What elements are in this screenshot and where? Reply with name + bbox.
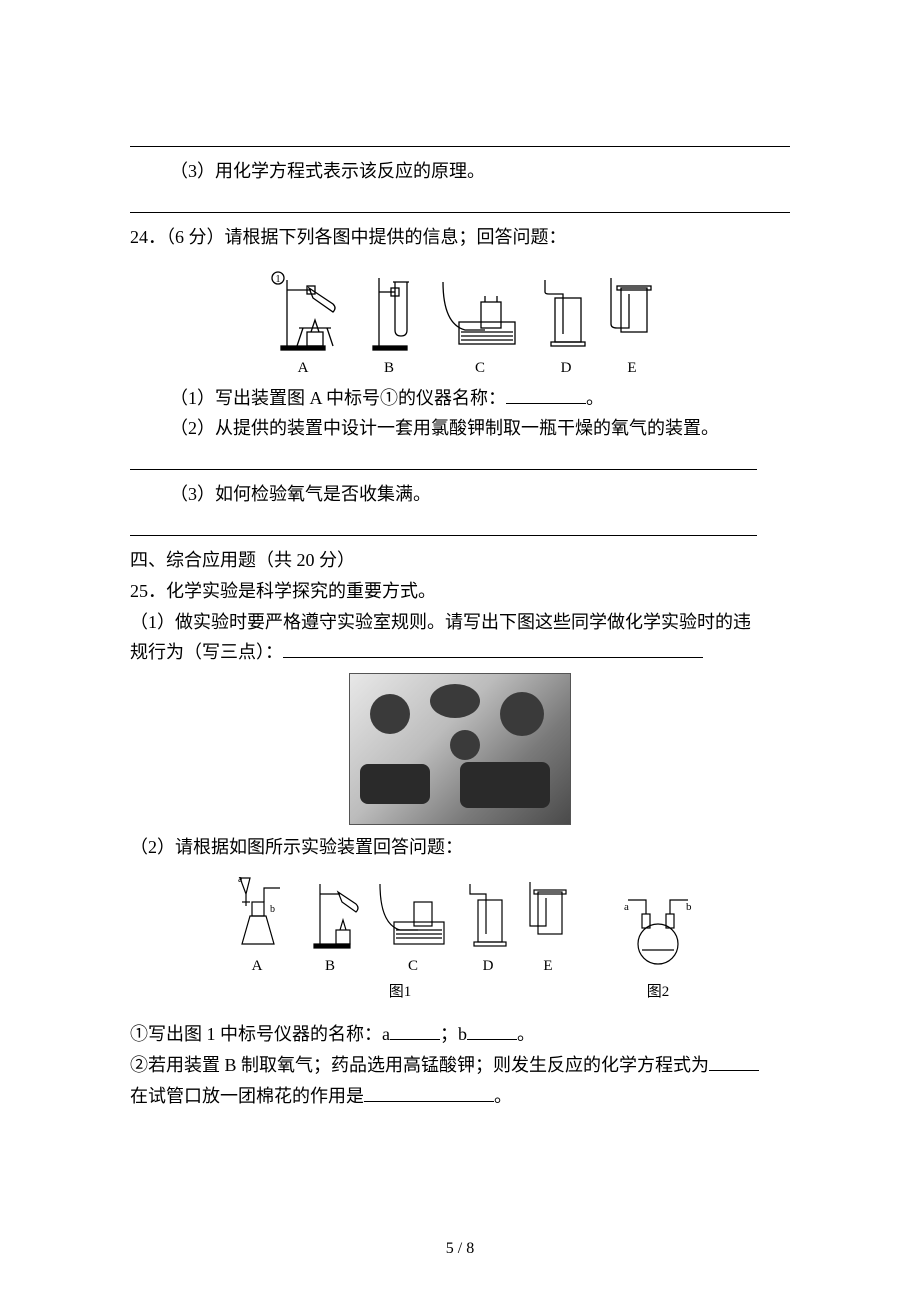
page-footer: 5 / 8 xyxy=(0,1236,920,1262)
fig1-c: C xyxy=(376,872,450,978)
apparatus-a-icon: 1 xyxy=(263,264,343,354)
q25-line1: ①写出图 1 中标号仪器的名称：a ；b 。 xyxy=(130,1020,790,1049)
blank-field[interactable] xyxy=(364,1083,494,1102)
blank-line xyxy=(130,124,790,147)
blank-field[interactable] xyxy=(283,639,703,658)
fig-e: E xyxy=(607,264,657,380)
apparatus-fig2-icon: a b xyxy=(618,888,698,978)
fig-b: B xyxy=(359,264,419,380)
fig-e-label: E xyxy=(627,356,636,380)
cartoon-image xyxy=(349,673,571,825)
blank-line xyxy=(130,513,757,536)
q24-figures: 1 A xyxy=(130,264,790,380)
svg-text:b: b xyxy=(270,904,275,915)
q25-line3: 在试管口放一团棉花的作用是 。 xyxy=(130,1082,790,1111)
apparatus-d-icon xyxy=(541,264,591,354)
q25-sub1b-text: 规行为（写三点）： xyxy=(130,642,283,662)
section4-title: 四、综合应用题（共 20 分） xyxy=(130,546,790,575)
fig-a: 1 A xyxy=(263,264,343,380)
fig2-group: a b 图2 xyxy=(618,888,698,1004)
q25-line1-post: 。 xyxy=(517,1024,535,1044)
fig-c-label: C xyxy=(475,356,485,380)
q25-line1-pre: ①写出图 1 中标号仪器的名称：a xyxy=(130,1024,390,1044)
q25-sub1b: 规行为（写三点）： xyxy=(130,638,790,667)
fig1-c-label: C xyxy=(408,954,418,978)
q25-line1-mid: ；b xyxy=(440,1024,467,1044)
fig-a-label: A xyxy=(298,356,309,380)
q25-line2: ②若用装置 B 制取氧气；药品选用高锰酸钾；则发生反应的化学方程式为 xyxy=(130,1051,790,1080)
fig1-b-label: B xyxy=(325,954,335,978)
fig1-e-label: E xyxy=(543,954,552,978)
q24-sub3: （3）如何检验氧气是否收集满。 xyxy=(130,480,790,509)
fig-d: D xyxy=(541,264,591,380)
q24-title: 24．（6 分）请根据下列各图中提供的信息；回答问题： xyxy=(130,223,790,252)
page: （3）用化学方程式表示该反应的原理。 24．（6 分）请根据下列各图中提供的信息… xyxy=(0,0,920,1302)
fig1-a: a b A xyxy=(230,872,284,978)
q25-line3-post: 。 xyxy=(494,1086,512,1106)
svg-text:a: a xyxy=(624,901,629,913)
apparatus-c-icon xyxy=(435,264,525,354)
fig-c: C xyxy=(435,264,525,380)
fig1-group: a b A xyxy=(222,872,578,1004)
fig1-e: E xyxy=(526,872,570,978)
fig1-title: 图1 xyxy=(389,980,412,1004)
q24-sub1-post: 。 xyxy=(586,388,604,408)
q25-title: 25．化学实验是科学探究的重要方式。 xyxy=(130,577,790,606)
apparatus-water-icon xyxy=(376,872,450,952)
blank-line xyxy=(130,447,757,470)
q25-sub2: （2）请根据如图所示实验装置回答问题： xyxy=(130,833,790,862)
fig-b-label: B xyxy=(384,356,394,380)
svg-text:a: a xyxy=(238,874,243,885)
fig1-d-label: D xyxy=(483,954,494,978)
q25-line2-pre: ②若用装置 B 制取氧气；药品选用高锰酸钾；则发生反应的化学方程式为 xyxy=(130,1055,709,1075)
q24-sub2: （2）从提供的装置中设计一套用氯酸钾制取一瓶干燥的氧气的装置。 xyxy=(130,414,790,443)
apparatus-heat-icon xyxy=(300,872,360,952)
q24-sub1-pre: （1）写出装置图 A 中标号①的仪器名称： xyxy=(170,388,506,408)
q24-sub1: （1）写出装置图 A 中标号①的仪器名称： 。 xyxy=(130,384,790,413)
fig-d-label: D xyxy=(561,356,572,380)
svg-text:1: 1 xyxy=(276,274,281,285)
apparatus-e-icon xyxy=(607,264,657,354)
spacer xyxy=(130,1010,790,1018)
blank-line xyxy=(130,190,790,213)
fig2-title: 图2 xyxy=(647,980,670,1004)
apparatus-jar-down-icon xyxy=(526,872,570,952)
fig1-a-label: A xyxy=(252,954,263,978)
apparatus-b-icon xyxy=(359,264,419,354)
q25-figures: a b A xyxy=(130,872,790,1004)
blank-field[interactable] xyxy=(506,385,586,404)
blank-field[interactable] xyxy=(709,1052,759,1071)
blank-field[interactable] xyxy=(467,1021,517,1040)
q23-sub3: （3）用化学方程式表示该反应的原理。 xyxy=(130,157,790,186)
q25-sub1a: （1）做实验时要严格遵守实验室规则。请写出下图这些同学做化学实验时的违 xyxy=(130,608,790,637)
svg-text:b: b xyxy=(686,901,692,913)
fig1-d: D xyxy=(466,872,510,978)
apparatus-flask-icon: a b xyxy=(230,872,284,952)
fig1-b: B xyxy=(300,872,360,978)
blank-field[interactable] xyxy=(390,1021,440,1040)
q25-line3-pre: 在试管口放一团棉花的作用是 xyxy=(130,1086,364,1106)
apparatus-jar-up-icon xyxy=(466,872,510,952)
